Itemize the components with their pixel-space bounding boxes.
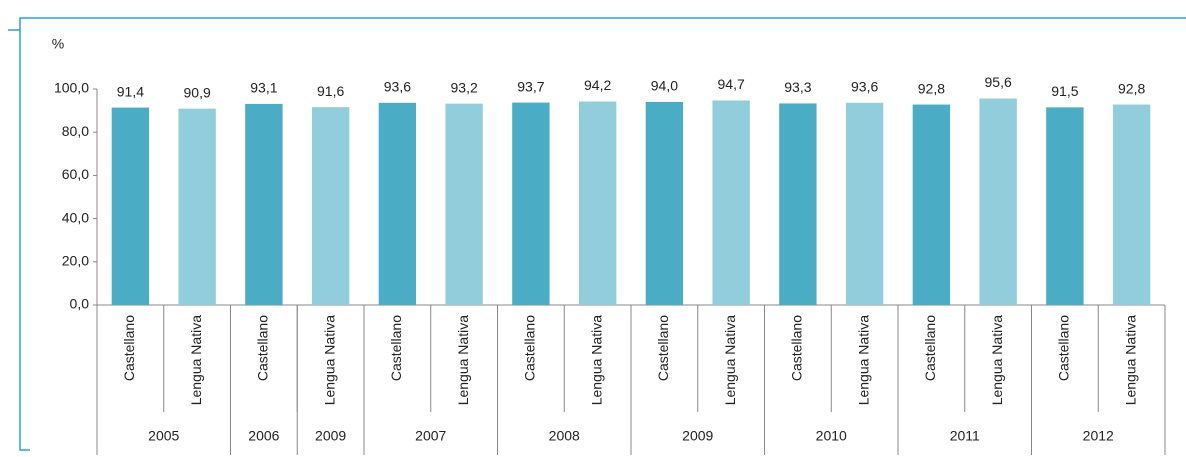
group-label: 2012: [1083, 428, 1114, 444]
data-label: 92,8: [1118, 80, 1145, 96]
x-tick-label: Lengua Nativa: [855, 315, 871, 406]
x-tick-label: Lengua Nativa: [455, 315, 471, 406]
x-tick-label: Lengua Nativa: [989, 315, 1005, 406]
y-tick-label: 40,0: [62, 209, 89, 225]
bar: [111, 107, 150, 306]
bar: [645, 101, 684, 306]
data-label: 91,6: [317, 83, 344, 99]
x-tick-label: Castellano: [255, 315, 271, 381]
x-tick-label: Castellano: [121, 315, 137, 381]
data-label: 94,0: [651, 78, 678, 94]
bar: [912, 104, 951, 305]
data-label: 93,6: [851, 79, 878, 95]
data-label: 94,7: [718, 76, 745, 92]
group-label: 2008: [549, 428, 580, 444]
data-label: 91,5: [1051, 83, 1078, 99]
frame-top: [8, 17, 1186, 31]
x-tick-label: Castellano: [522, 315, 538, 381]
x-tick-label: Castellano: [789, 315, 805, 381]
data-label: 92,8: [918, 80, 945, 96]
y-tick-label: 80,0: [62, 123, 89, 139]
data-label: 93,7: [517, 78, 544, 94]
data-label: 95,6: [985, 74, 1012, 90]
group-label: 2009: [682, 428, 713, 444]
data-label: 93,1: [250, 80, 277, 96]
bar: [311, 107, 350, 305]
bar: [378, 102, 417, 305]
x-tick-label: Castellano: [655, 315, 671, 381]
data-label: 91,4: [117, 83, 144, 99]
data-label: 90,9: [184, 84, 211, 100]
group-label: 2005: [148, 428, 179, 444]
data-label: 93,2: [451, 79, 478, 95]
data-label: 94,2: [584, 77, 611, 93]
bar: [712, 100, 750, 305]
bar: [578, 101, 617, 305]
frame-left: [19, 30, 30, 451]
bar: [845, 102, 884, 305]
group-label: 2007: [415, 428, 446, 444]
y-unit: %: [52, 36, 64, 52]
x-tick-label: Castellano: [388, 315, 404, 381]
group-label: 2006: [248, 428, 279, 444]
x-tick-label: Lengua Nativa: [188, 315, 204, 406]
bar: [445, 103, 483, 305]
x-tick-label: Castellano: [1056, 315, 1072, 381]
x-tick-label: Lengua Nativa: [1122, 315, 1138, 406]
bar: [779, 103, 817, 305]
group-label: 2010: [816, 428, 847, 444]
x-tick-label: Lengua Nativa: [588, 315, 604, 406]
bar: [979, 98, 1017, 305]
y-tick-label: 0,0: [70, 296, 90, 312]
data-label: 93,6: [384, 79, 411, 95]
x-tick-label: Lengua Nativa: [321, 315, 337, 406]
group-label: 2011: [950, 428, 980, 444]
y-tick-label: 20,0: [62, 253, 89, 269]
y-tick-label: 100,0: [54, 80, 89, 96]
bar: [245, 103, 283, 306]
bar: [1112, 104, 1151, 305]
bar: [178, 108, 216, 305]
bar: [512, 102, 550, 305]
x-tick-label: Lengua Nativa: [722, 315, 738, 406]
group-label: 2009: [315, 428, 346, 444]
y-tick-label: 60,0: [62, 166, 89, 182]
x-tick-label: Castellano: [922, 315, 938, 381]
bar: [1046, 107, 1084, 305]
data-label: 93,3: [784, 79, 811, 95]
